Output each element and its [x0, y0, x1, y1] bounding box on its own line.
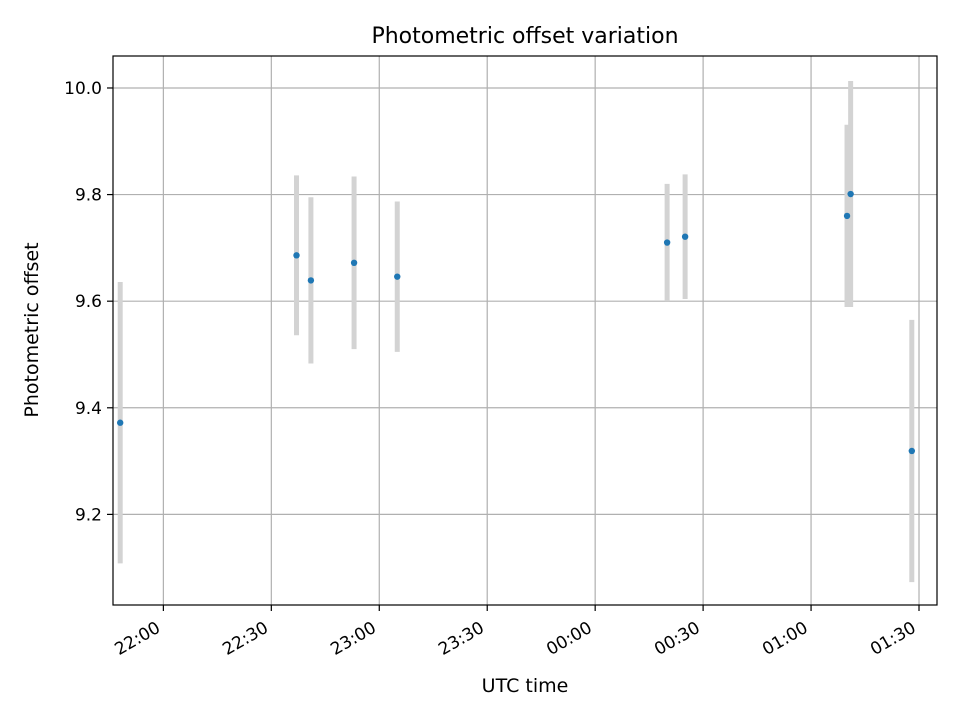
chart-title: Photometric offset variation	[371, 24, 678, 49]
data-point	[908, 447, 916, 455]
y-tick-label: 9.4	[75, 399, 102, 419]
y-axis-label: Photometric offset	[21, 242, 43, 417]
data-point	[843, 212, 851, 220]
grid-lines	[113, 56, 937, 605]
y-axis-ticks: 9.2 9.4 9.6 9.8 10.0	[64, 79, 113, 525]
data-point	[663, 239, 671, 246]
y-tick-label: 10.0	[64, 79, 102, 99]
plot-area	[113, 56, 937, 605]
data-point	[293, 252, 300, 259]
y-tick-label: 9.2	[75, 505, 102, 525]
data-point	[681, 233, 689, 240]
data-point	[350, 259, 358, 267]
data-point	[847, 190, 854, 198]
x-axis-label: UTC time	[482, 675, 569, 697]
data-point	[116, 419, 124, 426]
data-point	[307, 277, 315, 284]
data-point	[394, 273, 401, 280]
y-tick-label: 9.6	[75, 292, 102, 312]
data-points	[116, 190, 916, 455]
plot-frame	[112, 55, 938, 606]
y-tick-label: 9.8	[75, 186, 102, 206]
